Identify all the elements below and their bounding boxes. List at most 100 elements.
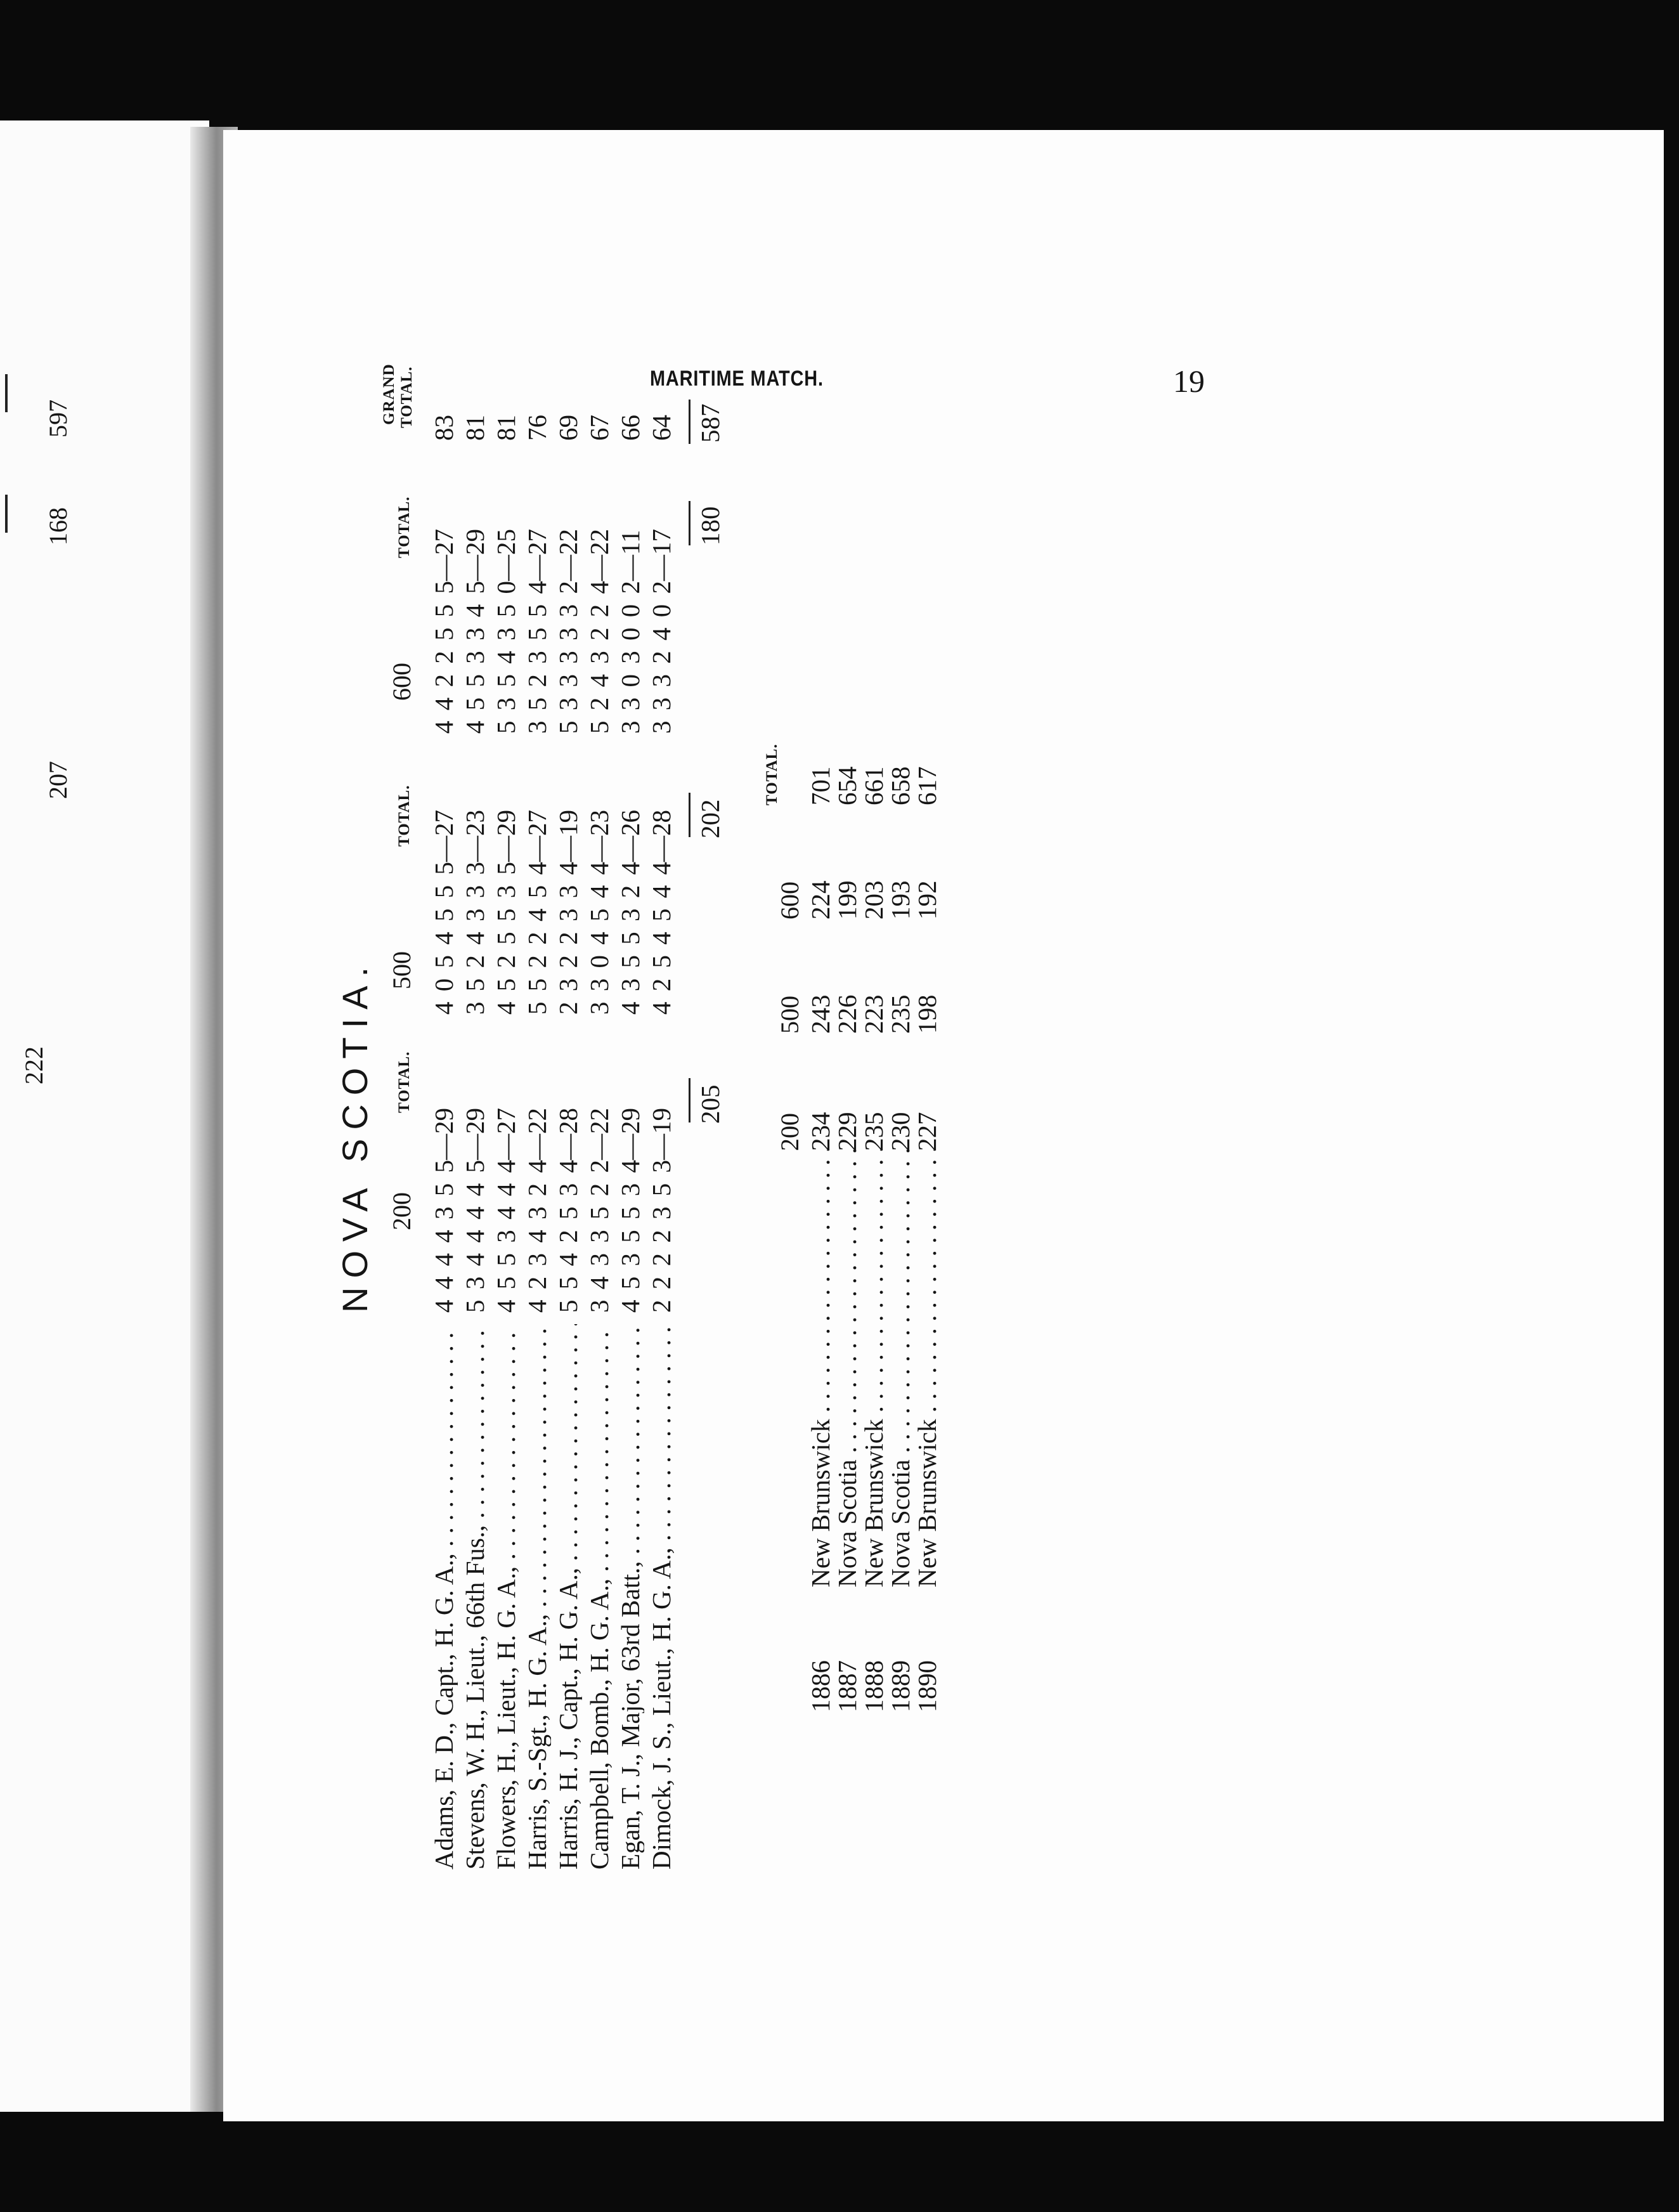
range-total: 22 [554, 529, 583, 555]
shot-scores: 4 5 3 5 5 3 4 [616, 1160, 645, 1313]
section-title: NOVA SCOTIA. [335, 958, 375, 1313]
grand-total-cell: 76 [522, 415, 552, 441]
range-total: 27 [522, 529, 552, 555]
dash: — [429, 1134, 458, 1160]
range-score-500: 3 5 2 4 3 3 3—23 [460, 810, 489, 1015]
running-head: MARITIME MATCH. [650, 367, 824, 391]
left-page-value: 222 [20, 1046, 48, 1084]
range-score-200: 4 4 4 4 3 5 5—29 [429, 1108, 458, 1313]
winner: New Brunswick [860, 1150, 888, 1587]
score-500: 198 [912, 994, 942, 1034]
summary-header-total: TOTAL. [763, 743, 781, 805]
col-header-600: 600 [387, 663, 416, 701]
competitor-name: Harris, H. J., Capt., H. G. A., [554, 1324, 582, 1870]
range-score-200: 4 2 3 4 3 2 4—22 [522, 1108, 552, 1313]
shot-scores: 5 5 4 2 5 3 4 [554, 1160, 583, 1313]
shot-scores: 4 2 5 4 5 4 4 [647, 862, 676, 1015]
score-200: 230 [886, 1112, 915, 1152]
shot-scores: 2 3 2 2 3 3 4 [554, 862, 583, 1015]
dash: — [616, 1134, 645, 1160]
range-score-200: 4 5 5 3 4 4 4—27 [491, 1108, 521, 1313]
range-score-200: 5 5 4 2 5 3 4—28 [554, 1108, 583, 1313]
summary-header-600: 600 [775, 882, 804, 920]
grand-total-cell: 64 [647, 415, 676, 441]
competitor-name: Adams, E. D., Capt., H. G. A., [430, 1324, 458, 1870]
competitor-name: Stevens, W. H., Lieut., 66th Fus., [461, 1324, 489, 1870]
score-600: 192 [912, 880, 942, 920]
left-page-value: 207 [44, 761, 72, 799]
winner: Nova Scotia [833, 1150, 861, 1587]
range-total: 27 [491, 1108, 521, 1134]
competitor-name-text: Campbell, Bomb., H. G. A., [585, 1578, 613, 1870]
sum-rule [689, 1078, 690, 1122]
range-score-200: 4 5 3 5 5 3 4—29 [616, 1108, 645, 1313]
shot-scores: 4 0 5 4 5 5 5 [429, 862, 458, 1015]
range-total: 27 [429, 529, 458, 555]
dash: — [460, 836, 489, 862]
winner: New Brunswick [913, 1150, 941, 1587]
score-500: 226 [833, 994, 862, 1034]
grand-total-cell: 66 [616, 415, 645, 441]
range-score-200: 5 3 4 4 4 4 5—29 [460, 1108, 489, 1313]
dash: — [522, 1134, 552, 1160]
dash: — [647, 555, 676, 581]
rotated-content: NOVA SCOTIA. 200 TOTAL. 500 TOTAL. 600 T… [330, 330, 1027, 1903]
competitor-name-text: Flowers, H., Lieut., H. G. A., [492, 1566, 520, 1870]
dash: — [460, 555, 489, 581]
score-200: 234 [806, 1112, 835, 1152]
col-header-500: 500 [387, 951, 416, 989]
dash: — [647, 836, 676, 862]
range-total: 29 [460, 1108, 489, 1134]
sum-rule [689, 400, 690, 444]
score-total: 658 [886, 766, 915, 806]
grand-total: 587 [696, 403, 725, 443]
range-total: 28 [647, 810, 676, 836]
range-total: 19 [554, 810, 583, 836]
dash: — [429, 555, 458, 581]
competitor-name: Dimock, J. S., Lieut., H. G. A., [647, 1324, 675, 1870]
sum-rule [689, 793, 690, 837]
left-page-value: 168 [44, 507, 72, 545]
range-score-600: 4 5 5 3 3 4 5—29 [460, 529, 489, 734]
range-total: 25 [491, 529, 521, 555]
competitor-name-text: Harris, S.-Sgt., H. G. A., [523, 1613, 551, 1870]
year: 1888 [859, 1660, 888, 1712]
dash: — [616, 555, 645, 581]
dash: — [429, 836, 458, 862]
dash: — [491, 555, 521, 581]
range-total: 27 [522, 810, 552, 836]
range-score-600: 5 2 4 3 2 2 4—22 [585, 529, 614, 734]
grand-total-cell: 81 [491, 415, 521, 441]
shot-scores: 5 3 3 3 3 3 2 [554, 581, 583, 734]
grand-total-cell: 81 [460, 415, 489, 441]
shot-scores: 5 2 4 3 2 2 4 [585, 581, 614, 734]
dash: — [460, 1134, 489, 1160]
year: 1886 [806, 1660, 835, 1712]
range-total: 23 [585, 810, 614, 836]
range-score-500: 4 0 5 4 5 5 5—27 [429, 810, 458, 1015]
sum-rule [689, 501, 690, 545]
shot-scores: 3 4 3 3 5 2 2 [585, 1160, 614, 1313]
left-page-value: 597 [44, 400, 72, 438]
shot-scores: 5 3 4 4 4 4 5 [460, 1160, 489, 1313]
shot-scores: 4 4 2 2 5 5 5 [429, 581, 458, 734]
shot-scores: 4 2 3 4 3 2 4 [522, 1160, 552, 1313]
shot-scores: 2 2 2 2 3 5 3 [647, 1160, 676, 1313]
range-score-600: 4 4 2 2 5 5 5—27 [429, 529, 458, 734]
dash: — [554, 555, 583, 581]
competitor-name: Egan, T. J., Major, 63rd Batt., [616, 1324, 644, 1870]
col-header-200: 200 [387, 1192, 416, 1230]
shot-scores: 3 3 0 3 0 0 2 [616, 581, 645, 734]
range-score-600: 5 3 3 3 3 3 2—22 [554, 529, 583, 734]
range-score-500: 4 2 5 4 5 4 4—28 [647, 810, 676, 1015]
score-total: 617 [912, 766, 942, 806]
competitor-name-text: Egan, T. J., Major, 63rd Batt., [616, 1561, 644, 1870]
shot-scores: 4 5 2 5 5 3 5 [491, 862, 521, 1015]
score-600: 193 [886, 880, 915, 920]
range-total: 22 [585, 529, 614, 555]
shot-scores: 5 5 2 2 4 5 4 [522, 862, 552, 1015]
total-600: 180 [696, 506, 725, 546]
grand-total-cell: 69 [554, 415, 583, 441]
dash: — [522, 836, 552, 862]
range-score-500: 4 5 2 5 5 3 5—29 [491, 810, 521, 1015]
